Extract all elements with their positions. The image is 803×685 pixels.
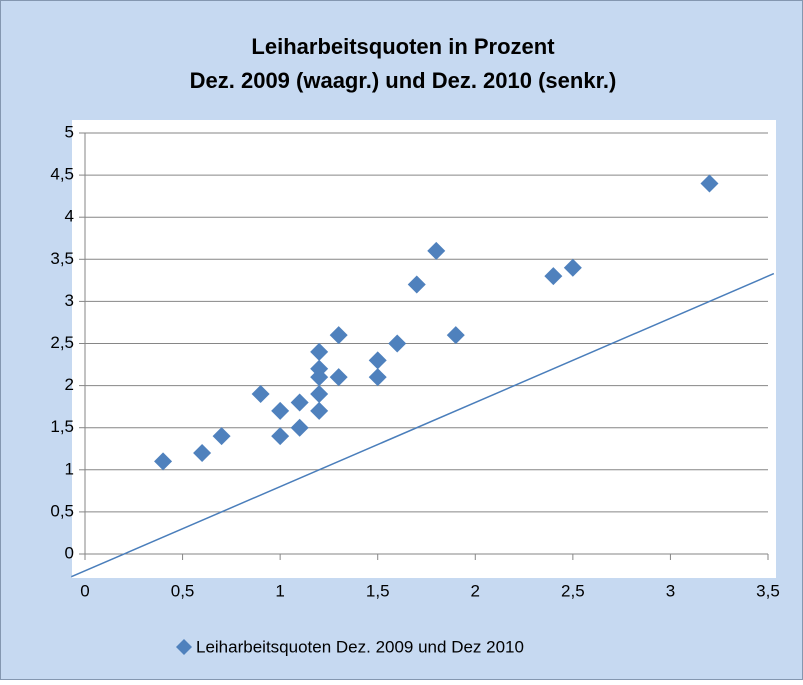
y-tick-label: 4	[65, 207, 74, 226]
y-tick-label: 3	[65, 291, 74, 310]
chart-title: Leiharbeitsquoten in Prozent	[251, 34, 555, 59]
marker	[368, 351, 387, 370]
x-tick-label: 1,5	[366, 581, 390, 600]
marker	[193, 443, 212, 462]
x-tick-label: 0,5	[171, 581, 195, 600]
marker	[271, 427, 290, 446]
y-tick-label: 2,5	[50, 333, 74, 352]
legend-marker	[176, 639, 192, 655]
chart-subtitle: Dez. 2009 (waagr.) und Dez. 2010 (senkr.…	[190, 68, 617, 93]
marker	[368, 368, 387, 387]
x-tick-label: 1	[275, 581, 284, 600]
marker	[563, 258, 582, 277]
marker	[154, 452, 173, 471]
legend-label: Leiharbeitsquoten Dez. 2009 und Dez 2010	[196, 637, 524, 656]
marker	[290, 418, 309, 437]
marker	[310, 368, 329, 387]
y-tick-label: 1,5	[50, 417, 74, 436]
x-tick-label: 2	[471, 581, 480, 600]
marker	[329, 368, 348, 387]
x-tick-label: 0	[80, 581, 89, 600]
y-tick-label: 0	[65, 543, 74, 562]
y-tick-label: 1	[65, 459, 74, 478]
y-tick-label: 3,5	[50, 249, 74, 268]
reference-line	[71, 272, 775, 578]
marker	[212, 427, 231, 446]
marker	[290, 393, 309, 412]
marker	[544, 267, 563, 286]
x-tick-label: 3	[666, 581, 675, 600]
x-tick-label: 2,5	[561, 581, 585, 600]
y-tick-label: 0,5	[50, 501, 74, 520]
marker	[310, 401, 329, 420]
marker	[388, 334, 407, 353]
y-tick-label: 5	[65, 122, 74, 141]
marker	[251, 385, 270, 404]
marker	[310, 385, 329, 404]
y-tick-label: 4,5	[50, 165, 74, 184]
marker	[407, 275, 426, 294]
plot-area	[72, 120, 776, 578]
y-tick-label: 2	[65, 375, 74, 394]
marker	[329, 326, 348, 345]
marker	[700, 174, 719, 193]
marker	[310, 342, 329, 361]
marker	[271, 401, 290, 420]
marker	[446, 326, 465, 345]
x-tick-label: 3,5	[756, 581, 780, 600]
marker	[427, 241, 446, 260]
